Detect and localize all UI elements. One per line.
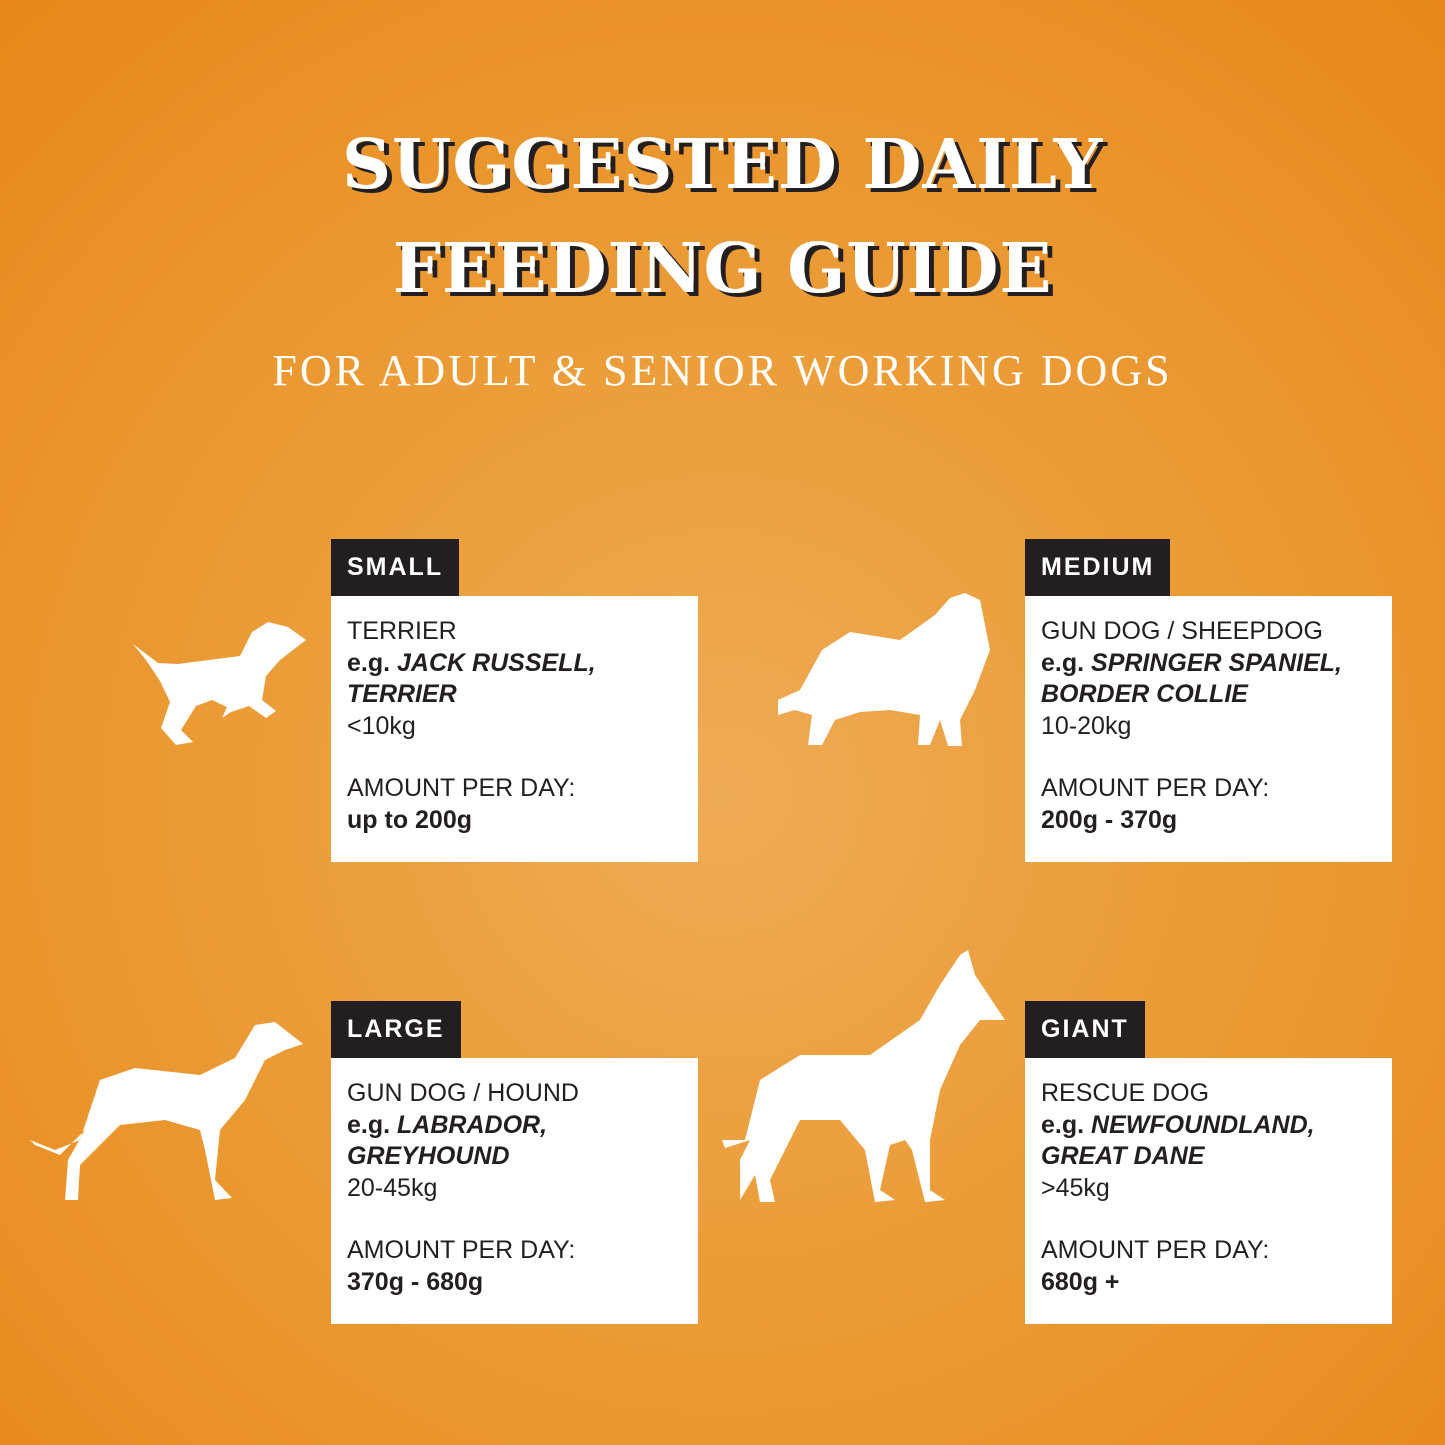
amount-label: AMOUNT PER DAY: (1041, 774, 1270, 802)
amount: 200g - 370g (1041, 805, 1178, 834)
eg-prefix: e.g. (1041, 1110, 1085, 1139)
weight: <10kg (347, 711, 416, 740)
large-dog (30, 1022, 303, 1200)
breed: JACK RUSSELL, (397, 648, 596, 677)
subtitle: FOR ADULT & SENIOR WORKING DOGS (272, 346, 1173, 395)
breed: GREYHOUND (347, 1142, 510, 1170)
weight: >45kg (1041, 1173, 1110, 1202)
size-tag: SMALL (331, 539, 460, 596)
amount: 370g - 680g (347, 1267, 484, 1296)
breed: GREAT DANE (1041, 1142, 1205, 1170)
dog-type: TERRIER (347, 617, 457, 645)
giant-dog (722, 950, 1005, 1202)
amount-label: AMOUNT PER DAY: (347, 774, 576, 802)
breed-line: e.g. NEWFOUNDLAND, (1041, 1110, 1392, 1142)
dog-type: GUN DOG / HOUND (347, 1079, 579, 1107)
dog-type: RESCUE DOG (1041, 1079, 1210, 1107)
breed: LABRADOR, (397, 1110, 548, 1139)
amount-label: AMOUNT PER DAY: (1041, 1236, 1270, 1264)
small-dog (133, 622, 306, 745)
title-line: FEEDING GUIDE (392, 229, 1053, 309)
breed: TERRIER (347, 680, 457, 708)
amount-label: AMOUNT PER DAY: (347, 1236, 576, 1264)
weight: 10-20kg (1041, 711, 1132, 740)
breed-line: e.g. JACK RUSSELL, (347, 648, 698, 680)
size-tag: LARGE (331, 1001, 461, 1058)
spacer (347, 742, 698, 773)
eg-prefix: e.g. (347, 1110, 391, 1139)
spacer (1041, 742, 1392, 773)
breed: BORDER COLLIE (1041, 680, 1248, 708)
weight: 20-45kg (347, 1173, 438, 1202)
info-card: GUN DOG / HOUND e.g. LABRADOR, GREYHOUND 20… (331, 1058, 698, 1324)
medium-dog (778, 593, 990, 746)
size-tag: MEDIUM (1025, 539, 1171, 596)
breed: SPRINGER SPANIEL, (1091, 648, 1342, 677)
info-card: TERRIER e.g. JACK RUSSELL, TERRIER <10kg AMO… (331, 596, 698, 862)
eg-prefix: e.g. (347, 648, 391, 677)
spacer (1041, 1204, 1392, 1235)
breed: NEWFOUNDLAND, (1091, 1110, 1315, 1139)
amount: up to 200g (347, 805, 473, 834)
title-line: SUGGESTED DAILY (341, 125, 1104, 205)
spacer (347, 1204, 698, 1235)
amount: 680g + (1041, 1267, 1120, 1296)
breed-line: e.g. LABRADOR, (347, 1110, 698, 1142)
info-card: RESCUE DOG e.g. NEWFOUNDLAND, GREAT DANE >4… (1025, 1058, 1392, 1324)
info-card: GUN DOG / SHEEPDOG e.g. SPRINGER SPANIEL,… (1025, 596, 1392, 862)
dog-type: GUN DOG / SHEEPDOG (1041, 617, 1323, 645)
eg-prefix: e.g. (1041, 648, 1085, 677)
breed-line: e.g. SPRINGER SPANIEL, (1041, 648, 1392, 680)
size-tag: GIANT (1025, 1001, 1145, 1058)
